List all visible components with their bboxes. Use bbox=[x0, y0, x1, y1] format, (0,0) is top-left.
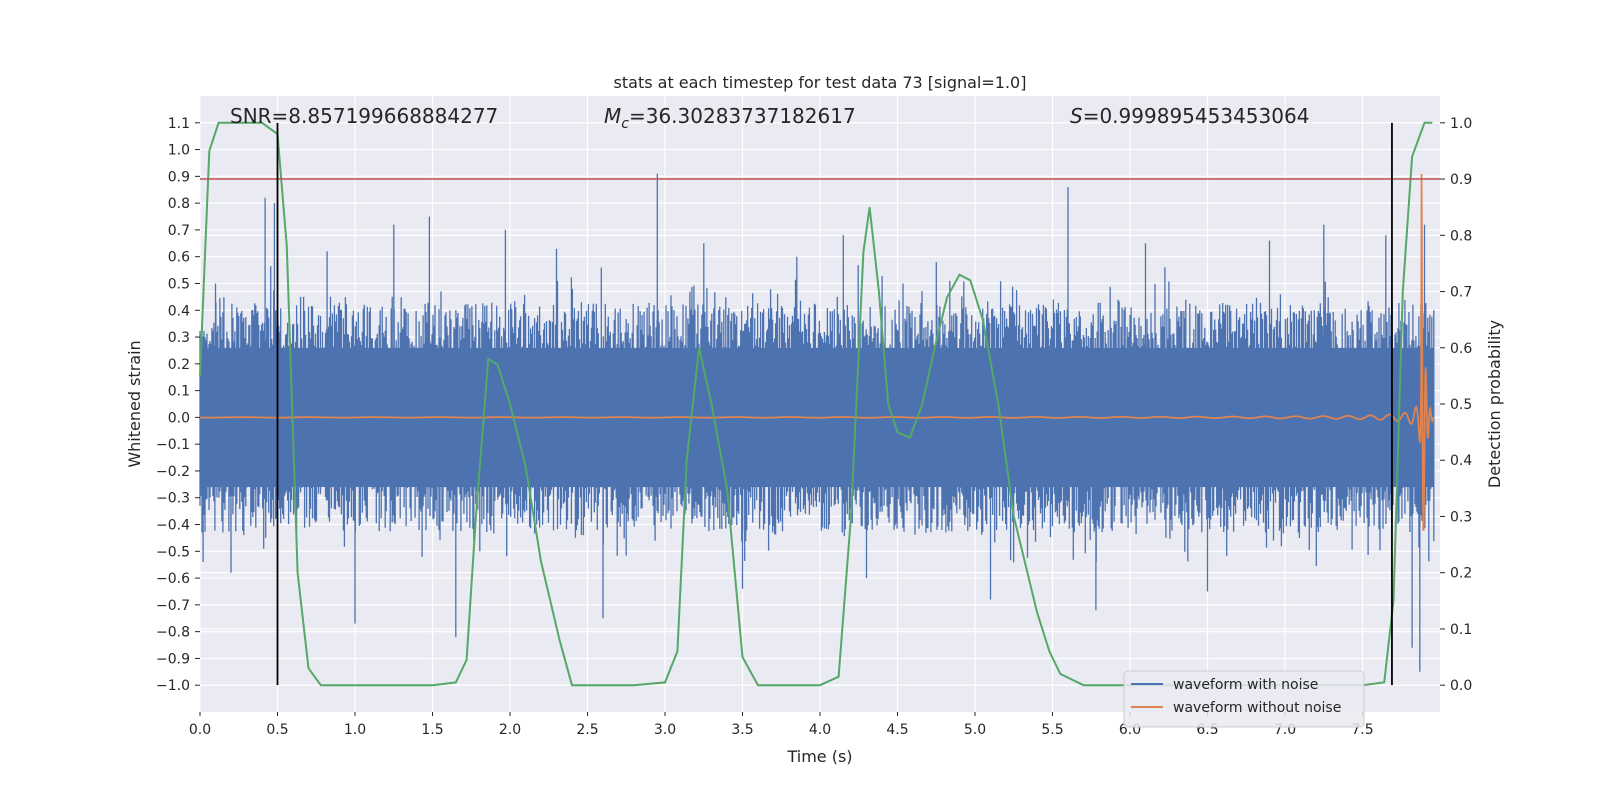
y-tick-label: 0.0 bbox=[168, 410, 190, 426]
y2-tick-label: 0.3 bbox=[1450, 509, 1472, 525]
mc-annotation: Mc=36.30283737182617 bbox=[604, 104, 856, 132]
y-tick-label: −0.1 bbox=[156, 437, 190, 453]
clean-trace bbox=[200, 173, 1435, 531]
markers bbox=[200, 122, 1440, 686]
s-annotation: S=0.999895453453064 bbox=[1070, 104, 1309, 128]
y2-tick-label: 0.1 bbox=[1450, 622, 1472, 638]
y-tick-label: 0.7 bbox=[168, 223, 190, 239]
legend-label-clean: waveform without noise bbox=[1173, 700, 1341, 716]
x-tick-label: 5.5 bbox=[1041, 722, 1063, 738]
y-tick-label: 0.3 bbox=[168, 330, 190, 346]
y2-axis-title: Detection probability bbox=[1485, 320, 1504, 488]
series-waveform-without-noise bbox=[200, 173, 1435, 531]
y2-tick-label: 1.0 bbox=[1450, 116, 1472, 132]
x-tick-label: 0.5 bbox=[266, 722, 288, 738]
y2-tick-label: 0.9 bbox=[1450, 172, 1472, 188]
x-tick-label: 0.0 bbox=[189, 722, 211, 738]
x-tick-label: 4.0 bbox=[809, 722, 831, 738]
y-tick-label: −0.9 bbox=[156, 651, 190, 667]
y-tick-label: −0.8 bbox=[156, 625, 190, 641]
axes: 0.0 0.5 1.0 1.5 2.0 2.5 3.0 3.5 4.0 4.5 5.0 5.5 6.0 6… bbox=[156, 116, 1472, 738]
x-tick-label: 1.5 bbox=[421, 722, 443, 738]
y-tick-label: −0.4 bbox=[156, 518, 190, 534]
chart-title: stats at each timestep for test data 73 … bbox=[614, 73, 1027, 92]
y-tick-label: −0.6 bbox=[156, 571, 190, 587]
y2-tick-label: 0.0 bbox=[1450, 678, 1472, 694]
y2-tick-label: 0.6 bbox=[1450, 341, 1472, 357]
y-tick-label: 0.4 bbox=[168, 303, 190, 319]
legend-box bbox=[1123, 670, 1365, 728]
y-tick-label: −0.3 bbox=[156, 491, 190, 507]
y-tick-label: −1.0 bbox=[156, 678, 190, 694]
mc-value: =36.30283737182617 bbox=[629, 104, 856, 128]
y-tick-label: 0.9 bbox=[168, 169, 190, 185]
probability-trace bbox=[199, 121, 1433, 687]
legend-label-noise: waveform with noise bbox=[1173, 677, 1318, 693]
y-tick-label: −0.5 bbox=[156, 544, 190, 560]
y-tick-label: 0.6 bbox=[168, 250, 190, 266]
mc-symbol: M bbox=[604, 104, 621, 128]
y-axis-title: Whitened strain bbox=[125, 340, 144, 467]
x-tick-label: 3.5 bbox=[731, 722, 753, 738]
y-tick-label: 0.8 bbox=[168, 196, 190, 212]
y-tick-label: 0.1 bbox=[168, 384, 190, 400]
x-tick-label: 4.5 bbox=[886, 722, 908, 738]
legend: waveform with noise waveform without noi… bbox=[1123, 670, 1365, 728]
x-tick-label: 3.0 bbox=[654, 722, 676, 738]
mc-subscript: c bbox=[621, 116, 629, 132]
y2-tick-label: 0.7 bbox=[1450, 285, 1472, 301]
y-tick-label: −0.2 bbox=[156, 464, 190, 480]
y2-tick-label: 0.5 bbox=[1450, 397, 1472, 413]
s-symbol: S bbox=[1070, 104, 1083, 128]
x-tick-label: 1.0 bbox=[344, 722, 366, 738]
y-tick-label: 0.5 bbox=[168, 276, 190, 292]
y-tick-label: 0.2 bbox=[168, 357, 190, 373]
y2-tick-label: 0.8 bbox=[1450, 228, 1472, 244]
snr-annotation: SNR=8.857199668884277 bbox=[230, 104, 498, 128]
x-tick-label: 5.0 bbox=[964, 722, 986, 738]
y-tick-label: 1.0 bbox=[168, 143, 190, 159]
y2-tick-label: 0.4 bbox=[1450, 453, 1472, 469]
s-value: =0.999895453453064 bbox=[1083, 104, 1310, 128]
y-tick-label: 1.1 bbox=[168, 116, 190, 132]
x-tick-label: 2.5 bbox=[576, 722, 598, 738]
y2-tick-label: 0.2 bbox=[1450, 566, 1472, 582]
series-detection-probability bbox=[199, 121, 1433, 687]
x-tick-label: 2.0 bbox=[499, 722, 521, 738]
y-tick-label: −0.7 bbox=[156, 598, 190, 614]
x-axis-title: Time (s) bbox=[786, 747, 852, 766]
